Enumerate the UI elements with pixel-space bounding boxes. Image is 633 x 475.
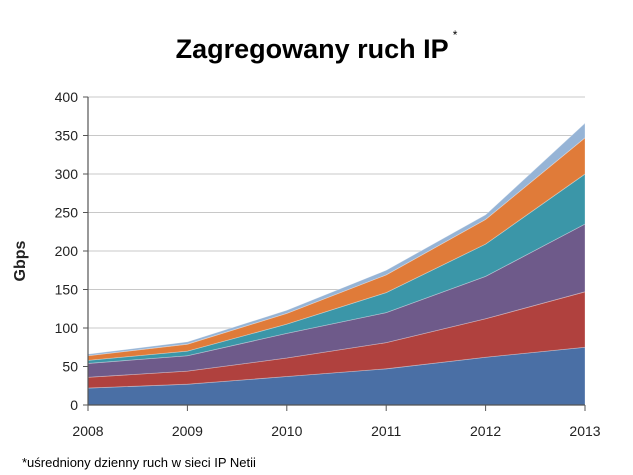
y-axis-label: Gbps (12, 240, 29, 281)
y-tick-label: 350 (55, 128, 79, 144)
y-tick-label: 250 (55, 205, 79, 221)
x-tick-label: 2012 (470, 423, 501, 439)
axes (83, 96, 586, 411)
x-tick-label: 2011 (371, 423, 401, 439)
y-tick-labels: 0 50 100 150 200 250 300 350 400 (55, 89, 79, 413)
y-tick-label: 50 (62, 359, 78, 375)
x-tick-label: 2009 (172, 423, 203, 439)
chart-title: Zagregowany ruch IP * (175, 28, 458, 64)
area-series (87, 122, 586, 406)
footnote: *uśredniony dzienny ruch w sieci IP Neti… (22, 455, 256, 470)
y-tick-label: 150 (55, 282, 79, 298)
x-tick-labels: 2008 2009 2010 2011 2012 2013 (72, 423, 600, 439)
y-tick-label: 0 (70, 397, 78, 413)
x-tick-label: 2013 (569, 423, 600, 439)
title-footnote-marker: * (452, 28, 458, 42)
x-tick-label: 2008 (72, 423, 103, 439)
area-series-6 (87, 122, 586, 357)
x-tick-label: 2010 (271, 423, 302, 439)
y-tick-label: 200 (55, 243, 79, 259)
y-tick-label: 400 (55, 89, 79, 105)
y-tick-label: 100 (55, 320, 79, 336)
y-tick-label: 300 (55, 166, 79, 182)
